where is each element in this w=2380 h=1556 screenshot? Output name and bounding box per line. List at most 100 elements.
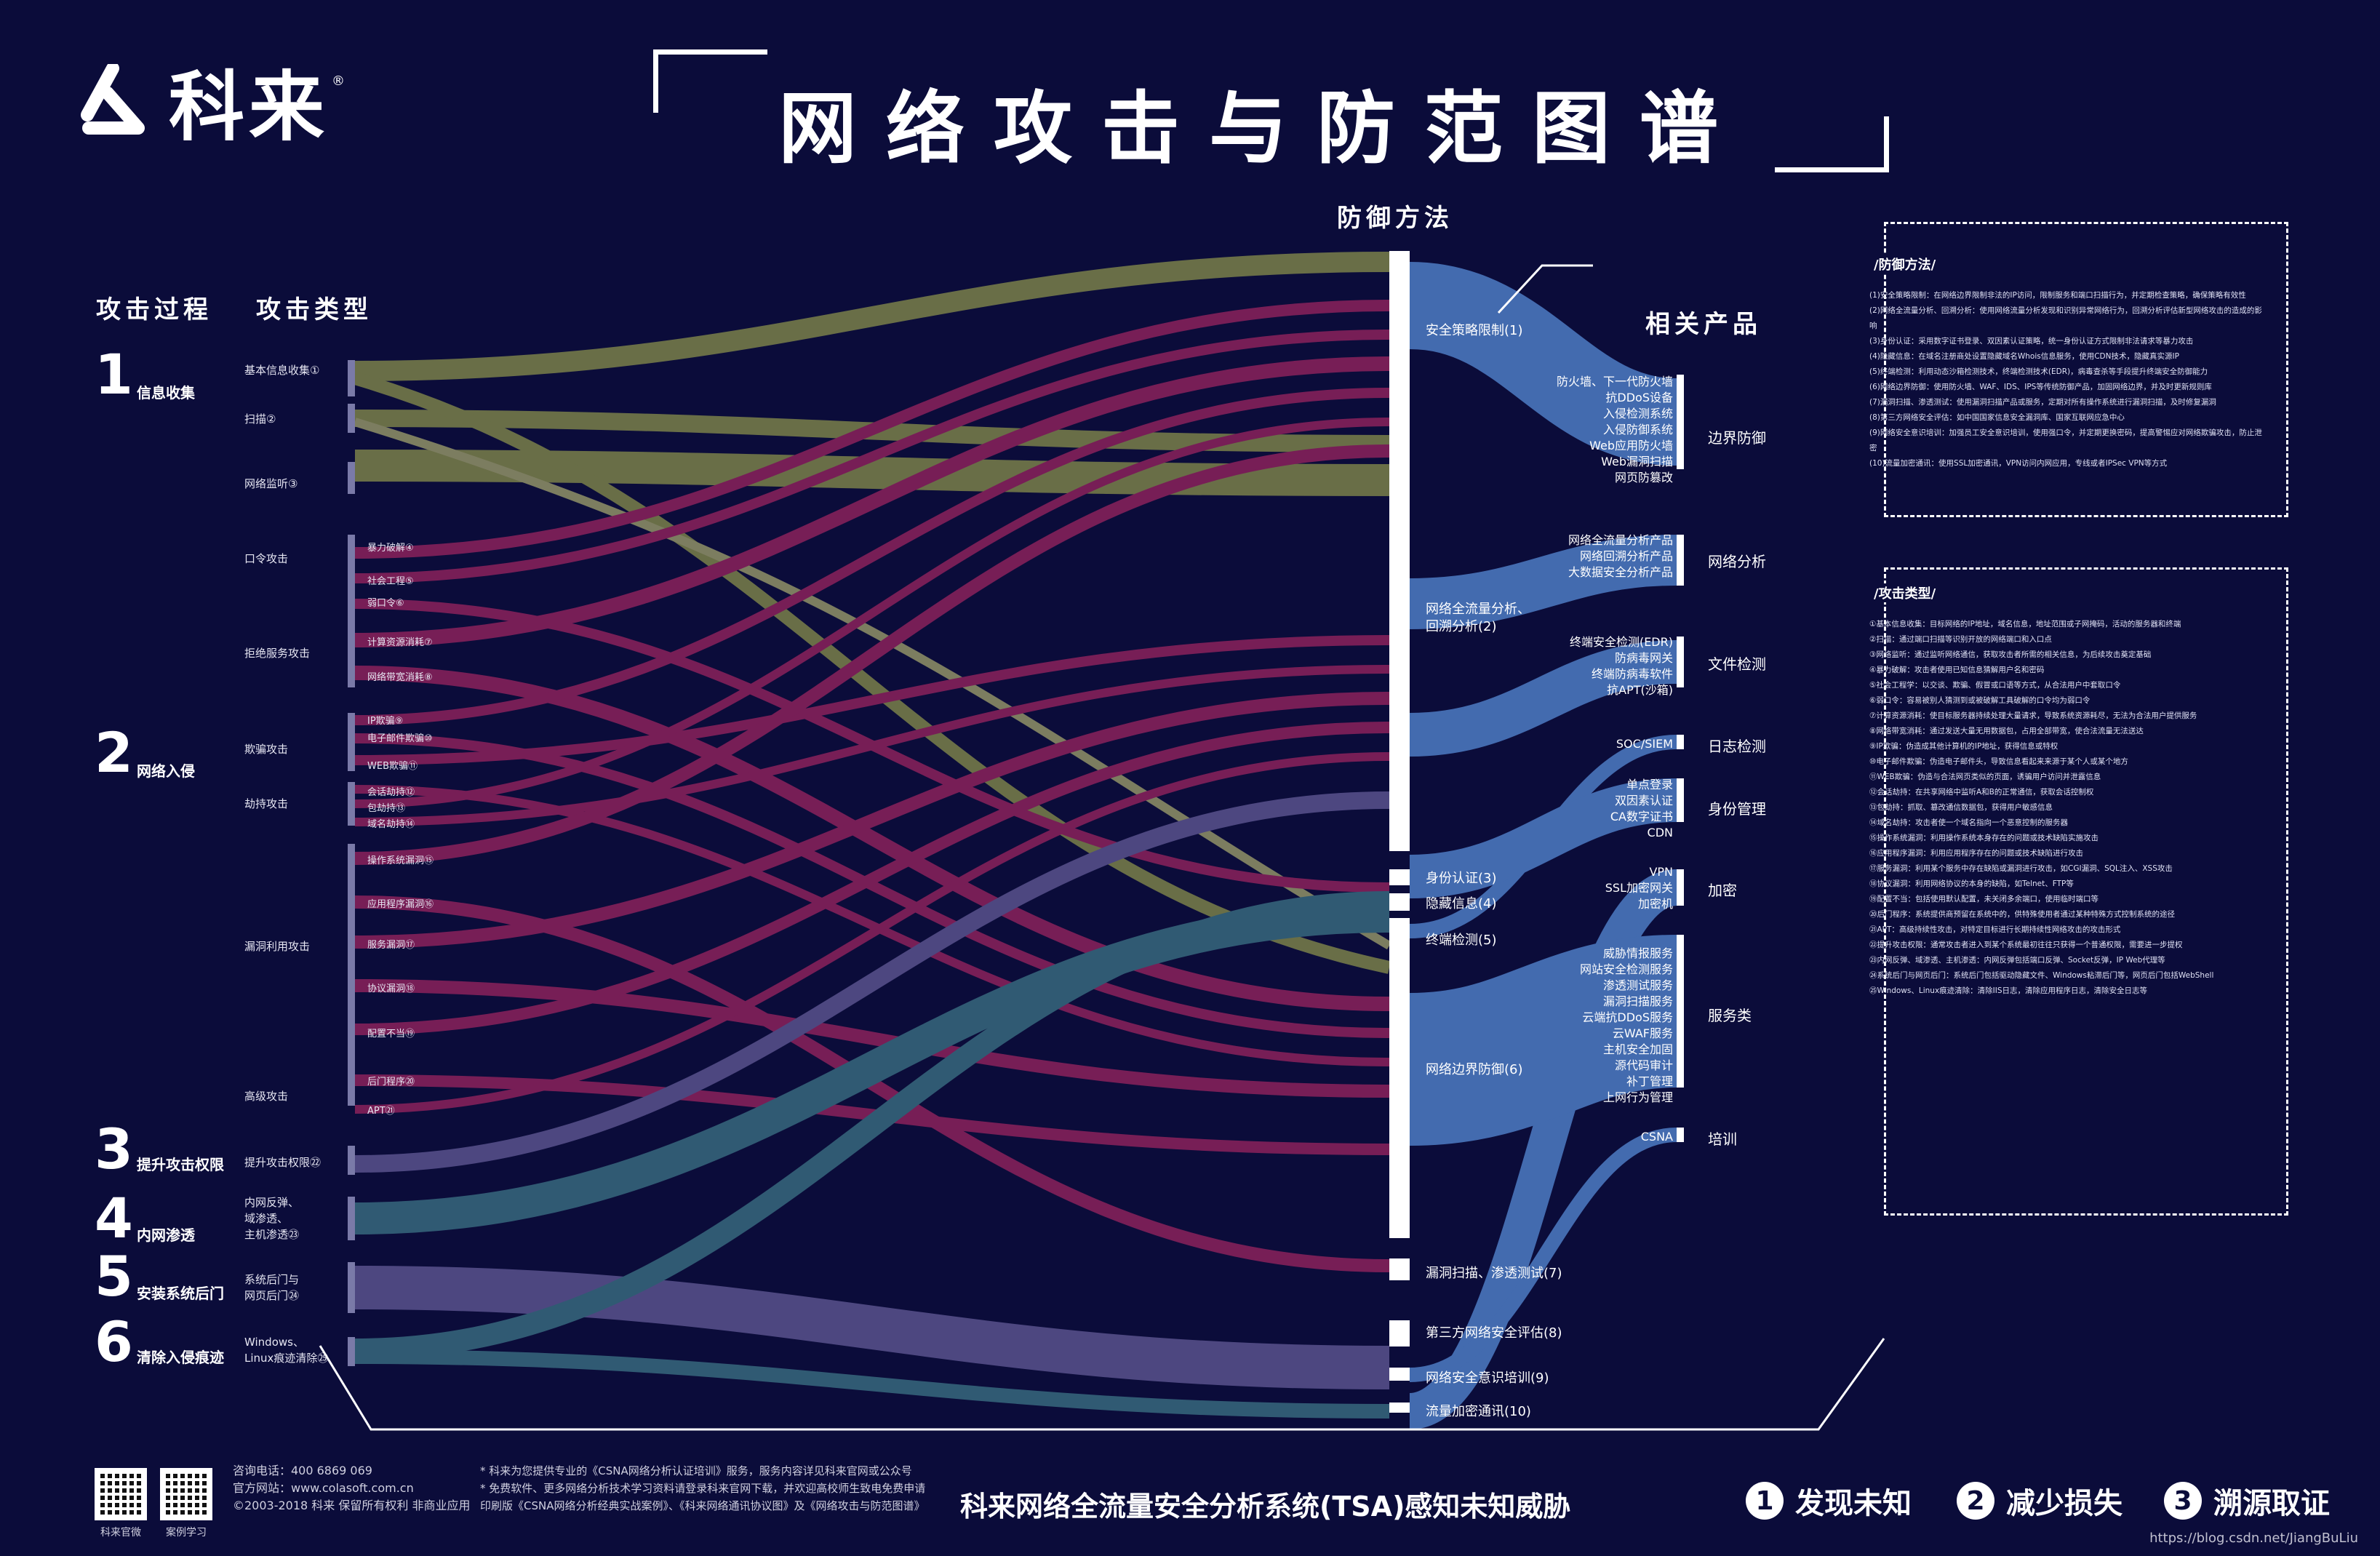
flow-path [354,791,1390,1173]
connector-line [1497,264,1593,314]
qr-code-cases[interactable] [160,1468,212,1520]
attack-subtype: 网络带宽消耗⑧ [367,672,433,683]
attack-type: 基本信息收集① [244,364,320,377]
attack-subtype: IP欺骗⑨ [367,716,404,727]
product-node [1677,735,1684,749]
stage-number: 3 [95,1117,133,1181]
attack-subtype: 操作系统漏洞⑮ [367,855,434,866]
defense-label: 流量加密通讯(10) [1426,1404,1531,1419]
header-types: 攻击类型 [256,295,372,324]
qr-label: 科来官微 [100,1527,141,1539]
attack-node [348,713,355,771]
attack-legend-line: ⑩电子邮件欺骗：伪造电子邮件头，导致信息看起来来源于某个人或某个地方 [1869,757,2128,766]
attack-subtype: 应用程序漏洞⑯ [367,899,434,910]
page-title: 网络攻击与防范图谱 [778,84,1748,175]
attack-subtype: 暴力破解④ [367,543,414,554]
defense-legend-line: (8)第三方网络安全评估：如中国国家信息安全漏洞库、国家互联网应急中心 [1869,413,2125,422]
qr-code-wechat[interactable] [95,1468,147,1520]
footer-notes: * 科来为您提供专业的《CSNA网络分析认证培训》服务，服务内容详见科来官网或公… [480,1462,931,1515]
product-flow [1407,935,1679,1146]
attack-subtype: WEB欺骗⑪ [367,761,418,772]
attack-type: 漏洞利用攻击 [244,940,311,953]
stage-number: 5 [95,1244,133,1309]
defense-label: 身份认证(3) [1426,871,1497,886]
defense-label: 漏洞扫描、渗透测试(7) [1426,1266,1562,1281]
attack-legend-line: ⑲配置不当：包括使用默认配置，未关闭多余端口，使用临时端口等 [1869,895,2099,903]
product-list: 网络全流量分析产品 网络回溯分析产品 大数据安全分析产品 [1568,533,1673,579]
attack-legend-line: ⑨IP欺骗：伪造成其他计算机的IP地址，获得信息或特权 [1869,742,2058,751]
attack-legend-line: ③网络监听：通过监听网络通信，获取攻击者所需的相关信息，为后续攻击奠定基础 [1869,650,2152,659]
attack-subtype: 社会工程⑤ [367,576,414,587]
defense-label: 网络安全意识培训(9) [1426,1371,1549,1386]
attack-subtype: 会话劫持⑫ [367,787,415,798]
goal-item: 1 发现未知 [1746,1480,1912,1522]
attack-legend-box [1884,567,2288,1216]
flow-path [354,1349,1390,1419]
attack-type: 高级攻击 [244,1090,289,1103]
defense-node [1389,1320,1410,1346]
stage-number: 6 [95,1309,133,1374]
attack-legend-line: ⑥弱口令：容易被别人猜测到或被破解工具破解的口令均为弱口令 [1869,696,2091,705]
flow-path [354,418,1390,808]
defense-label: 隐藏信息(4) [1426,896,1497,911]
defense-node [1389,918,1410,1238]
product-node [1677,375,1684,469]
defense-legend-line: (10)流量加密通讯：使用SSL加密通讯，VPN访问内网应用，专线或者IPSec… [1869,459,2168,468]
attack-subtype: APT㉑ [367,1106,395,1117]
flow-path [354,635,1390,765]
attack-legend-line: ⑮操作系统漏洞：利用操作系统本身存在的问题或技术缺陷实施攻击 [1869,834,2099,842]
attack-type: 扫描② [244,412,276,426]
flow-path [354,785,1390,1066]
defense-legend-box [1884,222,2288,517]
product-list: VPN SSL加密网关 加密机 [1605,865,1673,911]
attack-type: 拒绝服务攻击 [244,647,311,660]
flow-path [354,418,1392,950]
product-list: SOC/SIEM [1616,737,1673,751]
attack-legend-line: ㉓内网反弹、域渗透、主机渗透：内网反弹包括端口反弹、Socket反弹，IP We… [1869,956,2165,965]
attack-legend-line: ⑯应用程序漏洞：利用应用程序存在的问题或技术缺陷进行攻击 [1869,849,2083,858]
stage-name: 网络入侵 [137,762,195,780]
attack-legend-line: ⑰服务漏洞：利用某个服务中存在缺陷或漏洞进行攻击，如CGI漏洞、SQL注入、XS… [1869,864,2173,873]
product-flow [1407,869,1680,1429]
product-flow [1409,778,1677,898]
defense-node [1389,1258,1410,1280]
attack-type: 口令攻击 [244,552,289,565]
attack-legend-line: ④暴力破解：攻击者使用已知信息猜解用户名和密码 [1869,666,2045,674]
flow-path [354,692,1390,949]
attack-type: 劫持攻击 [244,797,289,810]
stage-name: 清除入侵痕迹 [137,1349,224,1366]
attack-legend-line: ⑱协议漏洞：利用网络协议的本身的缺陷，如Telnet、FTP等 [1869,879,2074,888]
attack-subtype: 计算资源消耗⑦ [367,637,433,648]
title-bracket-left [653,49,767,113]
product-node [1677,535,1684,586]
defense-label: 终端检测(5) [1426,933,1497,948]
defense-node [1389,1368,1410,1381]
flow-path [354,330,1390,583]
qr-label: 案例学习 [166,1527,207,1539]
attack-node [348,535,355,615]
flow-path [354,356,1390,647]
product-flow [1409,640,1677,757]
footer-site[interactable]: 官方网站：www.colasoft.com.cn [233,1481,414,1495]
product-node [1677,869,1684,906]
stage-name: 信息收集 [137,384,195,402]
attack-legend-line: ⑫会话劫持：在共享网络中监听A和B的正常通信，获取会话控制权 [1869,788,2094,797]
defense-node [1389,893,1410,911]
defense-label: 第三方网络安全评估(8) [1426,1325,1562,1341]
product-flow [1409,535,1677,629]
flow-path [354,891,1390,1360]
stage-number: 4 [95,1186,133,1250]
goal-text: 减少损失 [2006,1487,2123,1520]
flow-path [354,444,1390,865]
flow-path [354,388,1390,725]
flow-path [354,722,1390,1035]
attack-legend-line: ⑤社会工程学：以交谈、欺骗、假冒或口语等方式，从合法用户中套取口令 [1869,681,2121,690]
attack-node [348,782,355,826]
goal-item: 3 溯源取证 [2164,1480,2330,1522]
defense-legend-line: (9)网络安全意识培训：加强员工安全意识培训，使用强口令，并定期更换密码，提高警… [1869,428,2262,452]
defense-node [1389,251,1410,851]
attack-type: 内网反弹、 域渗透、 主机渗透㉓ [244,1196,300,1241]
stage-name: 内网渗透 [137,1226,195,1244]
stage-name: 提升攻击权限 [137,1156,224,1173]
